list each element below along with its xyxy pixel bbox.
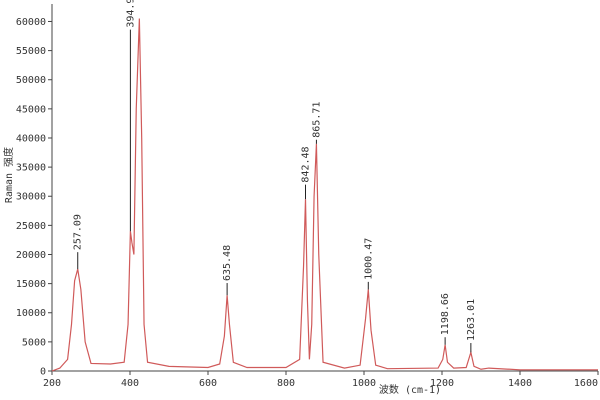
y-tick-label: 40000	[16, 133, 46, 144]
y-tick-label: 0	[40, 367, 46, 378]
y-tick-label: 60000	[16, 17, 46, 28]
x-axis-label: 波数 (cm-1)	[379, 383, 441, 396]
x-tick-label: 1000	[352, 378, 376, 389]
y-tick-label: 25000	[16, 221, 46, 232]
spectrum-line	[51, 18, 598, 372]
peak-label: 865.71	[311, 102, 322, 138]
peak-label: 635.48	[222, 245, 233, 281]
y-tick-label: 5000	[22, 337, 46, 348]
peak-label: 1263.01	[466, 299, 477, 341]
y-tick-label: 35000	[16, 163, 46, 174]
x-tick-label: 1600	[574, 378, 598, 389]
peak-label: 394.96	[125, 0, 136, 28]
x-tick-label: 1400	[508, 378, 532, 389]
y-tick-label: 15000	[16, 279, 46, 290]
y-tick-label: 45000	[16, 104, 46, 115]
peak-label: 842.48	[301, 146, 312, 182]
y-axis-label: Raman 强度	[2, 147, 15, 203]
y-tick-label: 10000	[16, 308, 46, 319]
x-tick-label: 600	[199, 378, 217, 389]
peak-label: 257.09	[73, 214, 84, 250]
y-tick-label: 20000	[16, 250, 46, 261]
x-tick-label: 800	[277, 378, 295, 389]
peak-label: 1000.47	[363, 238, 374, 280]
x-tick-label: 400	[121, 378, 139, 389]
y-tick-label: 55000	[16, 46, 46, 57]
y-tick-label: 50000	[16, 75, 46, 86]
x-tick-label: 1200	[430, 378, 454, 389]
y-tick-label: 30000	[16, 192, 46, 203]
peak-label: 1198.66	[440, 293, 451, 335]
x-tick-label: 200	[43, 378, 61, 389]
